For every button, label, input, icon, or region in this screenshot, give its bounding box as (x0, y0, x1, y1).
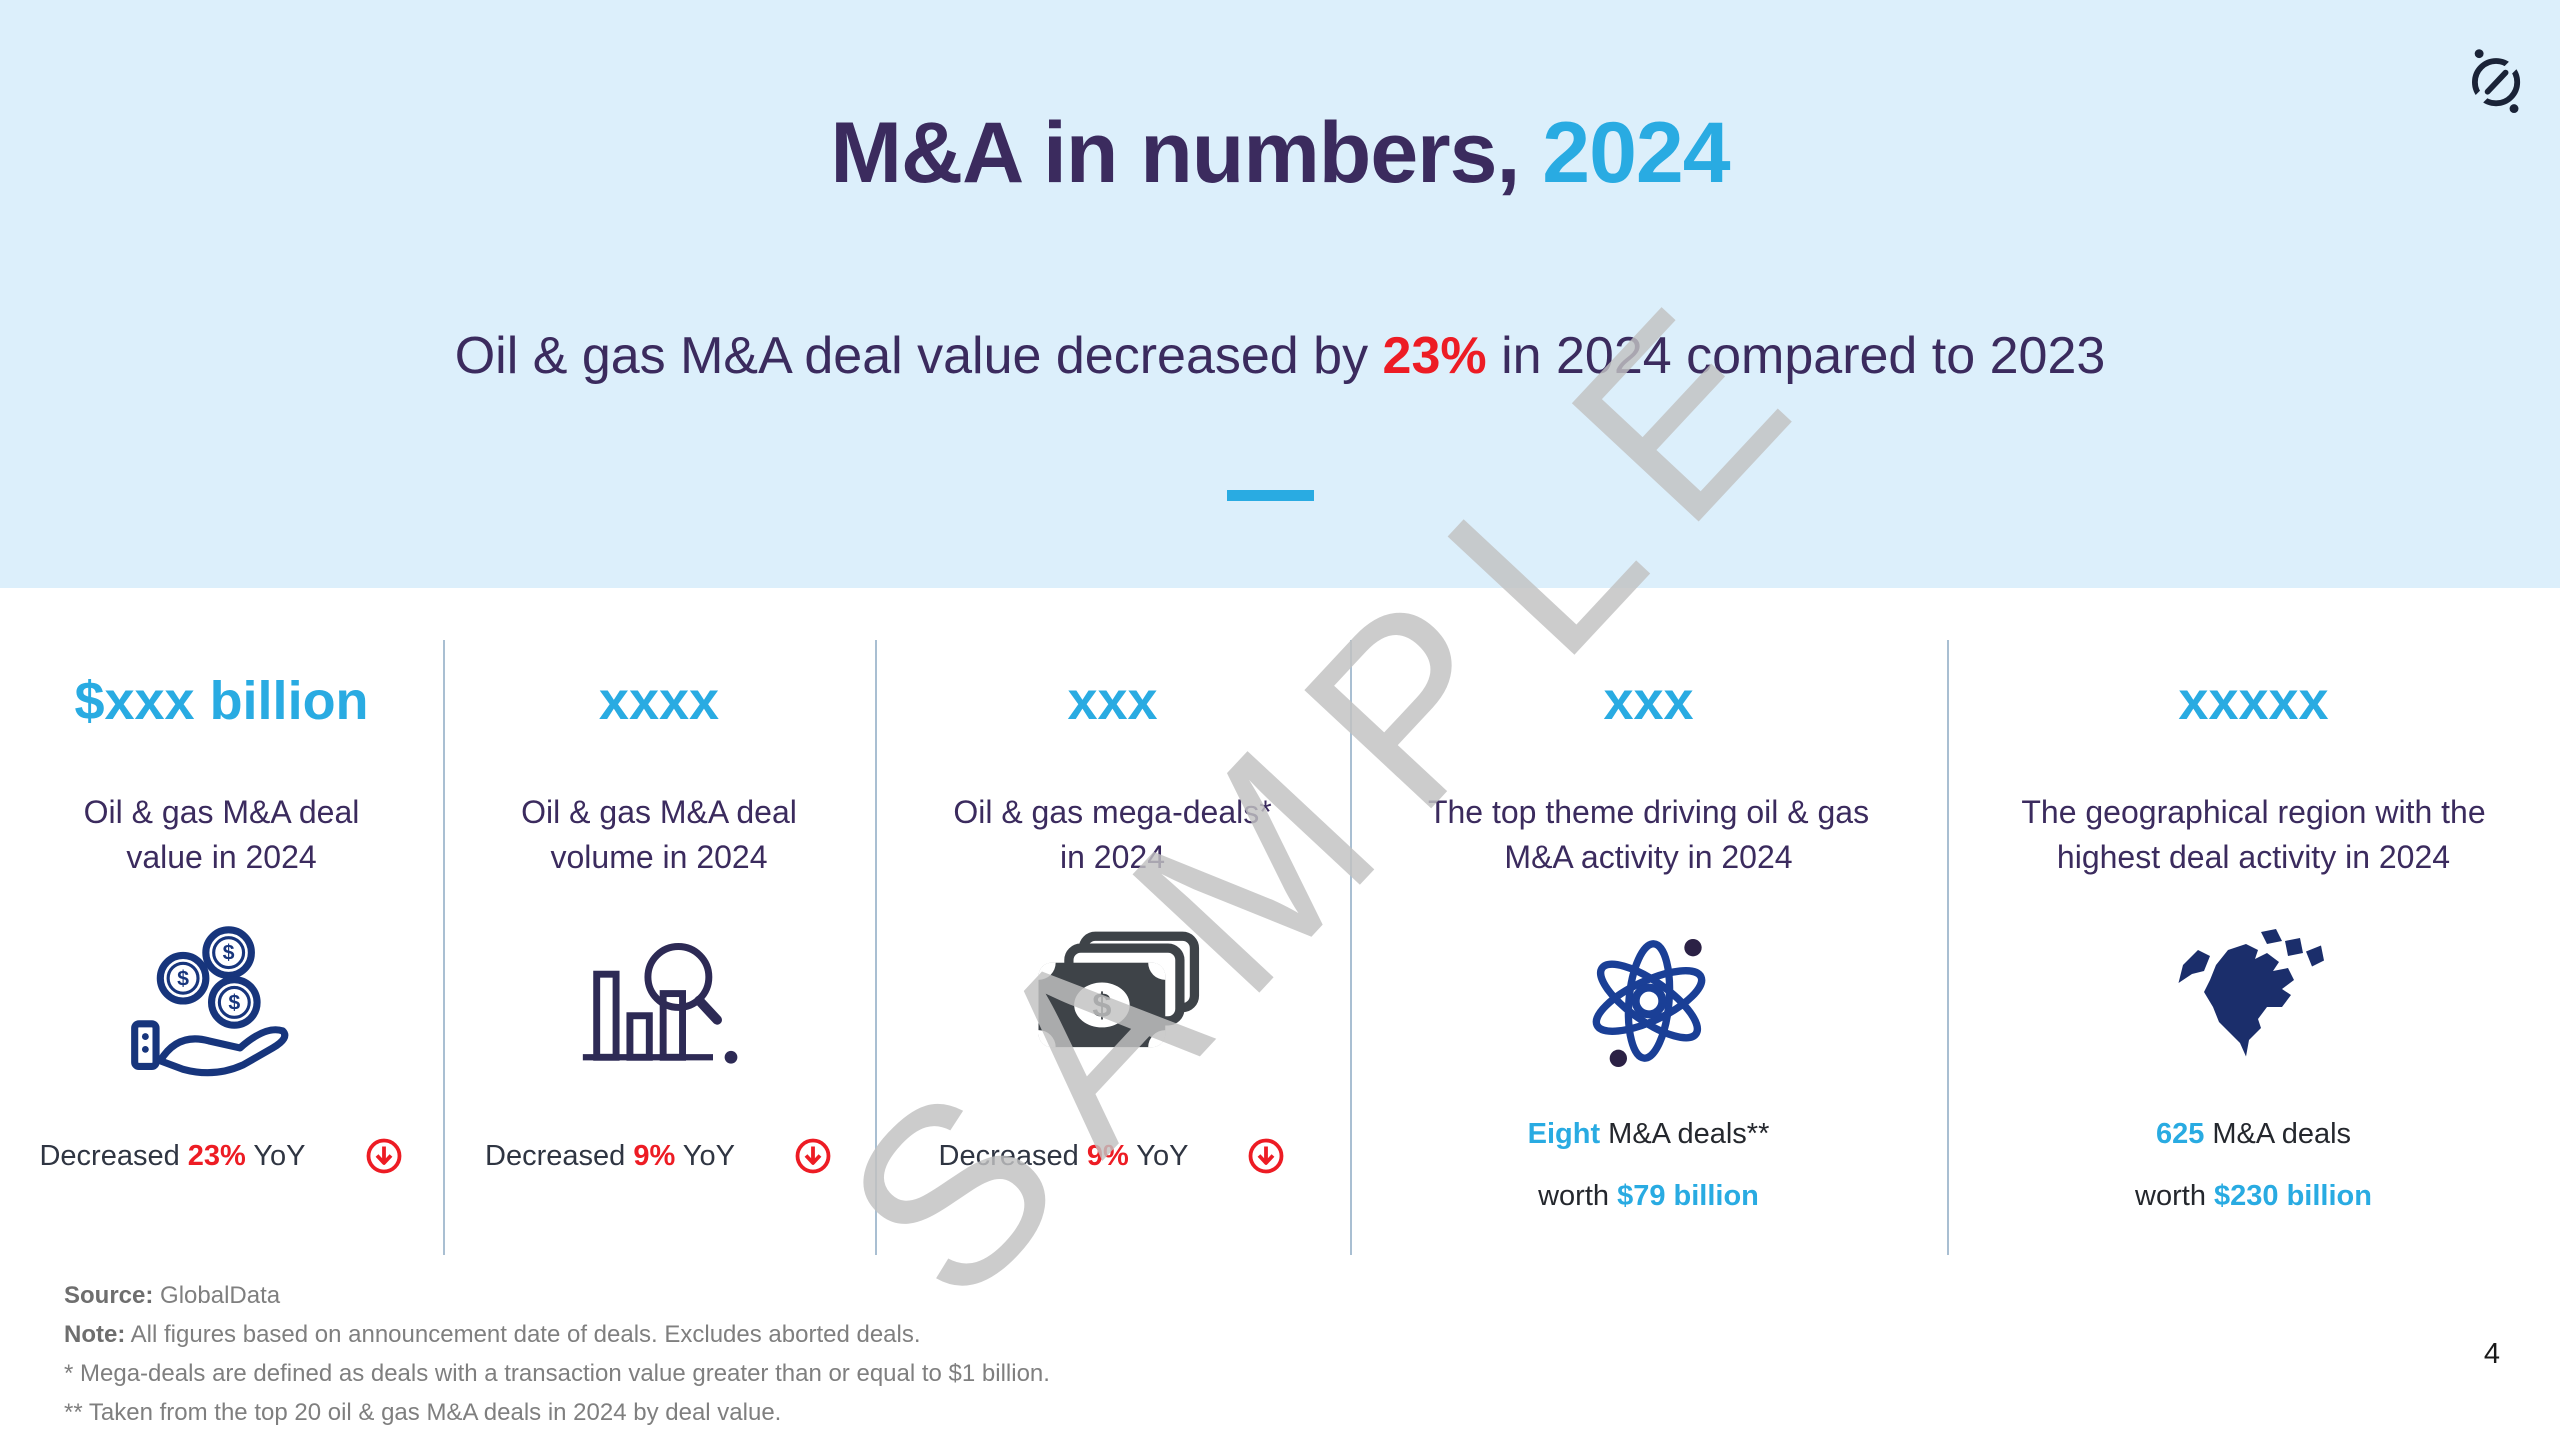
footnote-2: ** Taken from the top 20 oil & gas M&A d… (64, 1399, 782, 1426)
column-deal-volume: xxxx Oil & gas M&A deal volume in 2024 D… (443, 640, 875, 1260)
page-title-text: M&A in numbers, (830, 105, 1543, 201)
footnote-1: * Mega-deals are defined as deals with a… (64, 1360, 1050, 1387)
col-headline: xxxx (598, 671, 720, 731)
decrease-arrow-icon (1249, 1138, 1284, 1174)
subtitle-prefix: Oil & gas M&A deal value decreased by (454, 327, 1383, 385)
decrease-arrow-icon (366, 1138, 401, 1174)
bar-chart-magnifier-icon (582, 943, 738, 1064)
svg-text:$: $ (177, 966, 189, 990)
column-top-theme: xxx The top theme driving oil & gas M&A … (1350, 640, 1947, 1260)
stat-text: Eight M&A deals** (1527, 1118, 1770, 1150)
col-headline: $xxx billion (74, 671, 369, 731)
column-divider (1350, 640, 1352, 1255)
column-divider (1947, 640, 1949, 1255)
footer-source: Source: GlobalData (64, 1282, 281, 1309)
coins-in-hand-icon: $ $ $ (131, 925, 289, 1076)
footer-note: Note: All figures based on announcement … (64, 1321, 921, 1348)
stat-text: Decreased 9% YoY (875, 1136, 1350, 1176)
atom-icon (1592, 938, 1705, 1067)
north-america-map-icon (2178, 928, 2324, 1056)
page-subtitle: Oil & gas M&A deal value decreased by 23… (0, 326, 2560, 386)
col-headline: xxx (1067, 671, 1158, 731)
svg-text:$: $ (223, 940, 235, 964)
subtitle-suffix: in 2024 compared to 2023 (1486, 327, 2106, 385)
title-year: 2024 (1542, 105, 1730, 201)
col-description: The top theme driving oil & gas M&A acti… (1427, 794, 1870, 876)
footer-notes: Source: GlobalData Note: All figures bas… (64, 1276, 1050, 1432)
svg-text:$: $ (1092, 986, 1111, 1024)
decrease-arrow-icon (795, 1138, 831, 1174)
col-description: Oil & gas M&A deal value in 2024 (83, 794, 360, 876)
column-mega-deals: xxx Oil & gas mega-deals* in 2024 $ Decr… (875, 640, 1350, 1260)
accent-dash (1227, 490, 1314, 501)
page-title: M&A in numbers, 2024 (0, 104, 2560, 203)
column-divider (443, 640, 445, 1255)
stat-text: worth $79 billion (1538, 1180, 1759, 1212)
column-deal-value: $xxx billion Oil & gas M&A deal value in… (0, 640, 443, 1260)
col-headline: xxxxx (2178, 671, 2329, 731)
banner: M&A in numbers, 2024 Oil & gas M&A deal … (0, 0, 2560, 588)
col-description: Oil & gas M&A deal volume in 2024 (521, 794, 797, 876)
col-description: The geographical region with the highest… (2021, 794, 2486, 876)
col-headline: xxx (1603, 671, 1694, 731)
stat-text: Decreased 23% YoY (0, 1136, 443, 1176)
stat-text: Decreased 9% YoY (443, 1136, 875, 1176)
stat-text: 625 M&A deals (2155, 1118, 2352, 1150)
page-number: 4 (2483, 1338, 2501, 1370)
money-bills-icon: $ (1038, 931, 1200, 1047)
subtitle-highlight: 23% (1382, 327, 1487, 385)
stat-text: worth $230 billion (2135, 1180, 2372, 1212)
column-divider (875, 640, 877, 1255)
column-top-region: xxxxx The geographical region with the h… (1947, 640, 2560, 1260)
globaldata-logo-icon (2466, 49, 2526, 114)
col-description: Oil & gas mega-deals* in 2024 (953, 794, 1272, 876)
svg-text:$: $ (228, 990, 240, 1014)
